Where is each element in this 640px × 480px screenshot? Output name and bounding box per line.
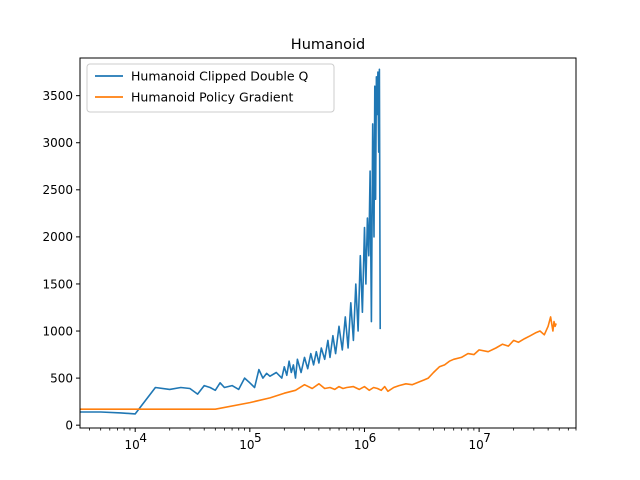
y-tick-label-0: 0 xyxy=(65,418,73,432)
series-line-1 xyxy=(80,316,557,411)
legend-label-policy-gradient: Humanoid Policy Gradient xyxy=(131,90,294,105)
legend-label-clipped-double-q: Humanoid Clipped Double Q xyxy=(131,69,309,84)
x-tick-exponent-1: 5 xyxy=(254,431,262,445)
legend-box xyxy=(86,63,335,113)
x-tick-label-2: 10 xyxy=(354,438,369,452)
y-tick-label-1: 500 xyxy=(50,371,73,385)
chart-title: Humanoid xyxy=(291,37,365,53)
series-line-0 xyxy=(80,68,382,415)
y-tick-label-7: 3500 xyxy=(42,89,73,103)
x-tick-label-1: 10 xyxy=(239,438,254,452)
x-tick-label-3: 10 xyxy=(468,438,483,452)
x-tick-label-0: 10 xyxy=(125,438,140,452)
x-tick-exponent-3: 7 xyxy=(483,431,491,445)
y-tick-label-5: 2500 xyxy=(42,183,73,197)
legend: Humanoid Clipped Double Q Humanoid Polic… xyxy=(86,63,335,113)
y-tick-label-6: 3000 xyxy=(42,136,73,150)
y-tick-label-4: 2000 xyxy=(42,230,73,244)
y-tick-label-2: 1000 xyxy=(42,324,73,338)
series-layer xyxy=(80,68,557,415)
y-tick-label-3: 1500 xyxy=(42,277,73,291)
plot-area-frame xyxy=(79,57,577,429)
x-tick-exponent-2: 6 xyxy=(369,431,377,445)
x-tick-exponent-0: 4 xyxy=(139,431,147,445)
